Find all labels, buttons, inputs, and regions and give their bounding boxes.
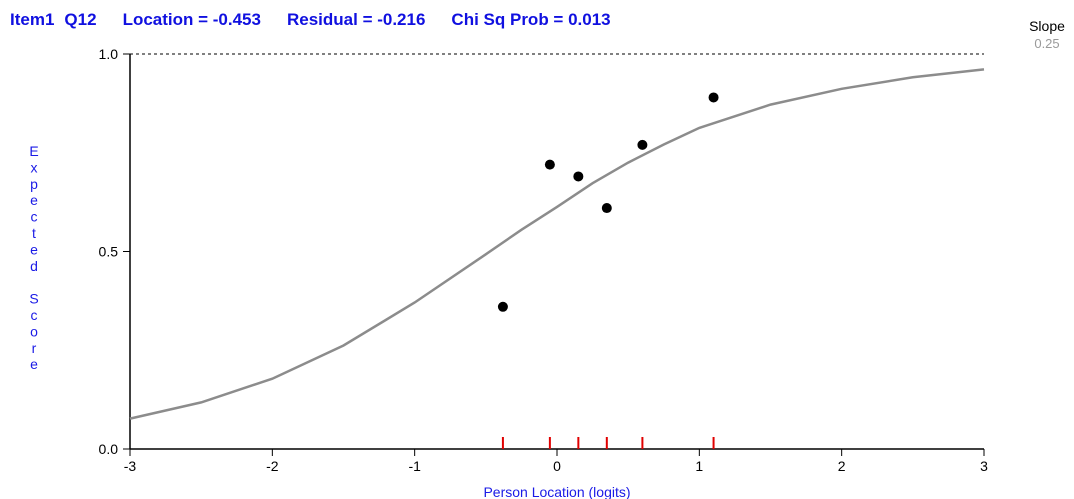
y-axis-label-letter: c [31,209,38,225]
x-axis-label: Person Location (logits) [483,484,630,499]
observed-point [637,139,648,150]
chart-title-bar: Item1 Q12 Location = -0.453 Residual = -0.2… [10,10,637,30]
x-tick-label: 2 [838,458,846,474]
slope-value: 0.25 [1034,36,1060,51]
x-tick-label: -2 [266,458,279,474]
y-axis-label-letter: x [31,159,38,175]
residual-stat: Residual = -0.216 [286,10,426,29]
y-axis-label-letter: r [32,340,37,356]
x-tick-label: 1 [695,458,703,474]
observed-point [601,203,612,214]
y-tick-label: 1.0 [99,46,119,62]
observed-point [497,301,508,312]
chi-sq-stat: Chi Sq Prob = 0.013 [451,10,611,29]
y-tick-label: 0.0 [99,441,119,457]
item-name: Item1 [10,10,55,29]
y-axis-label-letter: o [30,323,38,339]
location-stat: Location = -0.453 [122,10,261,29]
slope-label: Slope [1029,18,1065,34]
x-tick-label: 0 [553,458,561,474]
x-tick-label: -1 [408,458,421,474]
y-axis-label-letter: p [30,176,38,192]
item-code: Q12 [64,10,97,29]
observed-point [573,171,584,182]
observed-point [544,159,555,170]
x-tick-label: 3 [980,458,988,474]
y-axis-label-letter: c [31,307,38,323]
y-axis-label-letter: e [30,356,38,372]
y-axis-label-letter: e [30,192,38,208]
y-tick-label: 0.5 [99,244,119,260]
x-tick-label: -3 [124,458,137,474]
y-axis-label-letter: e [30,241,38,257]
observed-point [708,92,719,103]
y-axis-label-letter: d [30,258,38,274]
y-axis-label-letter: E [29,143,38,159]
y-axis-label-letter: S [29,291,38,307]
slope-box: Slope 0.25 [1020,18,1074,51]
expected-score-curve [129,68,985,420]
y-axis-label-letter: t [32,225,36,241]
